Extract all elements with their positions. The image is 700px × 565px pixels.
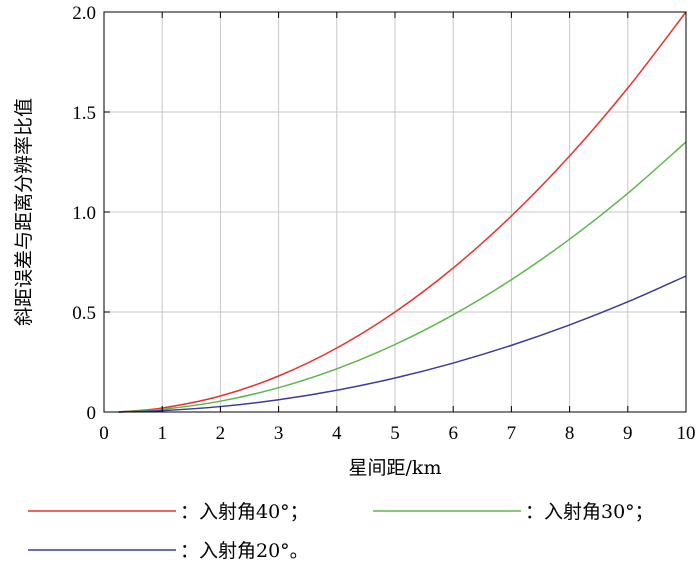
x-tick-label: 7: [507, 423, 517, 444]
legend-label: ：入射角40°；: [180, 501, 309, 523]
legend-label: ：入射角30°；: [525, 501, 654, 523]
x-tick-label: 8: [565, 423, 575, 444]
x-axis-title: 星间距/km: [349, 457, 442, 479]
y-tick-label: 0.5: [72, 303, 96, 324]
y-tick-label: 0: [87, 403, 97, 424]
x-tick-label: 9: [623, 423, 633, 444]
y-tick-label: 1.5: [72, 103, 96, 124]
x-tick-label: 3: [274, 423, 284, 444]
frame-ticks: [103, 11, 687, 413]
y-tick-label: 2.0: [72, 3, 96, 24]
y-tick-labels: 0 0.5 1.0 1.5 2.0: [72, 3, 96, 424]
series-line: [118, 141, 687, 413]
series-line: [118, 11, 687, 413]
x-tick-label: 5: [390, 423, 400, 444]
series-lines: [118, 11, 687, 413]
y-tick-label: 1.0: [72, 203, 96, 224]
series-line: [118, 275, 687, 413]
x-tick-label: 10: [677, 423, 696, 444]
x-tick-label: 4: [332, 423, 342, 444]
x-tick-label: 2: [216, 423, 226, 444]
legend-label: ：入射角20°。: [180, 540, 309, 562]
x-tick-label: 6: [448, 423, 458, 444]
x-tick-label: 0: [99, 423, 109, 444]
y-axis-title: 斜距误差与距离分辨率比值: [13, 98, 35, 326]
legend: ：入射角40°； ：入射角30°； ：入射角20°。: [28, 501, 654, 562]
x-tick-label: 1: [157, 423, 167, 444]
x-tick-labels: 0 1 2 3 4 5 6 7 8 9 10: [99, 423, 695, 444]
grid-lines: [103, 11, 687, 413]
